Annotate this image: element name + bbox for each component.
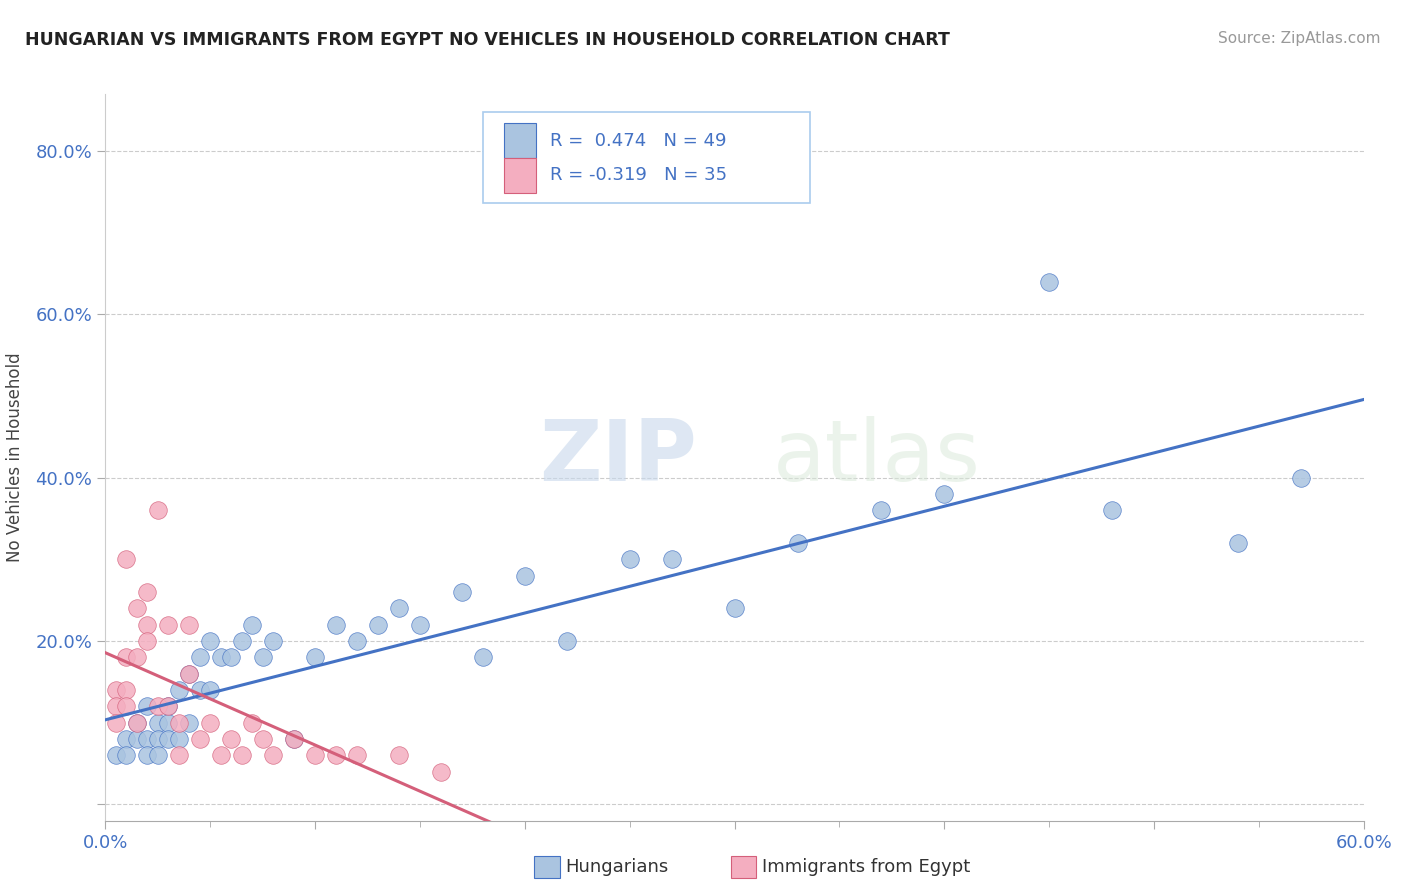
Point <box>115 748 138 763</box>
Point <box>200 634 222 648</box>
Point <box>209 650 232 665</box>
FancyBboxPatch shape <box>505 123 536 159</box>
Point <box>304 650 326 665</box>
Point <box>157 699 180 714</box>
Point <box>157 617 180 632</box>
Point <box>179 617 201 632</box>
Point <box>283 731 305 746</box>
Point <box>125 601 148 615</box>
Point <box>167 748 190 763</box>
Point <box>219 650 242 665</box>
Point <box>136 617 159 632</box>
Point <box>188 731 211 746</box>
Point <box>471 650 495 665</box>
Point <box>146 715 169 730</box>
Point <box>240 715 263 730</box>
Point <box>409 617 432 632</box>
Point <box>146 699 169 714</box>
Point <box>157 715 180 730</box>
Text: Source: ZipAtlas.com: Source: ZipAtlas.com <box>1218 31 1381 46</box>
Text: atlas: atlas <box>772 416 980 499</box>
Y-axis label: No Vehicles in Household: No Vehicles in Household <box>6 352 24 562</box>
Text: HUNGARIAN VS IMMIGRANTS FROM EGYPT NO VEHICLES IN HOUSEHOLD CORRELATION CHART: HUNGARIAN VS IMMIGRANTS FROM EGYPT NO VE… <box>25 31 950 49</box>
Point <box>252 650 274 665</box>
Point <box>231 748 253 763</box>
Point <box>252 731 274 746</box>
Text: R = -0.319   N = 35: R = -0.319 N = 35 <box>550 166 727 184</box>
Point <box>125 715 148 730</box>
Point <box>304 748 326 763</box>
Point <box>262 634 284 648</box>
Point <box>661 552 683 566</box>
Point <box>157 699 180 714</box>
Point <box>104 682 127 697</box>
Point <box>167 682 190 697</box>
Point <box>167 715 190 730</box>
Point <box>1101 503 1123 517</box>
Point <box>325 748 347 763</box>
Point <box>179 666 201 681</box>
Point <box>619 552 641 566</box>
Point <box>104 715 127 730</box>
Point <box>115 682 138 697</box>
Point <box>200 715 222 730</box>
Point <box>179 666 201 681</box>
Point <box>1289 470 1312 484</box>
Point <box>104 748 127 763</box>
Point <box>188 682 211 697</box>
Point <box>136 585 159 599</box>
Text: ZIP: ZIP <box>538 416 697 499</box>
Point <box>179 715 201 730</box>
Text: Immigrants from Egypt: Immigrants from Egypt <box>762 858 970 876</box>
Point <box>115 699 138 714</box>
FancyBboxPatch shape <box>505 158 536 193</box>
Point <box>513 568 536 582</box>
Point <box>1038 275 1060 289</box>
Point <box>786 536 808 550</box>
Point <box>388 601 411 615</box>
Point <box>136 699 159 714</box>
Point <box>1227 536 1250 550</box>
Point <box>157 731 180 746</box>
Point <box>262 748 284 763</box>
Point <box>723 601 745 615</box>
Point <box>146 503 169 517</box>
Point <box>167 731 190 746</box>
Point <box>146 748 169 763</box>
Point <box>125 650 148 665</box>
Point <box>451 585 474 599</box>
Point <box>125 731 148 746</box>
Point <box>934 487 956 501</box>
Point <box>283 731 305 746</box>
Point <box>115 650 138 665</box>
Text: R =  0.474   N = 49: R = 0.474 N = 49 <box>550 132 725 150</box>
Point <box>325 617 347 632</box>
Point <box>367 617 389 632</box>
Point <box>870 503 893 517</box>
Point <box>146 731 169 746</box>
Point <box>188 650 211 665</box>
Point <box>388 748 411 763</box>
Point <box>136 748 159 763</box>
Point <box>125 715 148 730</box>
Point <box>240 617 263 632</box>
Point <box>200 682 222 697</box>
Point <box>346 634 368 648</box>
Point <box>231 634 253 648</box>
Point <box>104 699 127 714</box>
Point <box>430 764 453 779</box>
Point <box>555 634 578 648</box>
Point <box>115 552 138 566</box>
Point <box>219 731 242 746</box>
FancyBboxPatch shape <box>484 112 810 202</box>
Point <box>346 748 368 763</box>
Point <box>136 634 159 648</box>
Point <box>136 731 159 746</box>
Text: Hungarians: Hungarians <box>565 858 668 876</box>
Point <box>209 748 232 763</box>
Point <box>115 731 138 746</box>
